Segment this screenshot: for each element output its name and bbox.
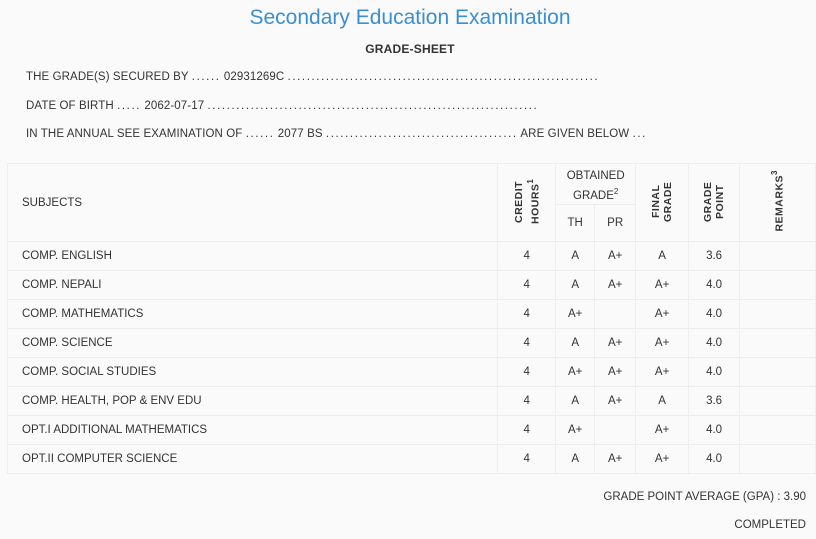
grade-point-cell: 4.0 [688, 357, 741, 387]
th-grade-cell: A+ [555, 357, 596, 387]
table-row: COMP. ENGLISH 4 A A+ A 3.6 [6, 241, 816, 271]
table-row: COMP. HEALTH, POP & ENV EDU 4 A A+ A 3.6 [6, 386, 816, 416]
exam-label: IN THE ANNUAL SEE EXAMINATION OF [26, 128, 243, 140]
header-obtained-grade: OBTAINED GRADE2 [555, 163, 637, 205]
result-status: COMPLETED [734, 519, 806, 531]
header-final-grade: FINAL GRADE [635, 163, 690, 242]
subject-cell: COMP. ENGLISH [6, 241, 499, 271]
subject-cell: COMP. SOCIAL STUDIES [6, 357, 499, 387]
credit-cell: 4 [497, 270, 557, 300]
header-pr: PR [594, 204, 637, 242]
credit-cell: 4 [497, 241, 557, 271]
grade-point-cell: 3.6 [688, 241, 741, 271]
remarks-cell [739, 241, 816, 271]
subject-cell: COMP. NEPALI [6, 270, 499, 300]
th-grade-cell: A [555, 328, 596, 358]
credit-cell: 4 [497, 415, 557, 445]
remarks-cell [739, 299, 816, 329]
remarks-cell [739, 386, 816, 416]
remarks-cell [739, 357, 816, 387]
final-grade-cell: A [635, 241, 690, 271]
pr-grade-cell: A+ [594, 357, 637, 387]
remarks-cell [739, 415, 816, 445]
table-row: COMP. MATHEMATICS 4 A+ A+ 4.0 [6, 299, 816, 329]
exam-title: Secondary Education Examination [249, 6, 571, 29]
secured-by-line: THE GRADE(S) SECURED BY ...... 02931269C… [26, 71, 600, 83]
grade-point-cell: 4.0 [688, 415, 741, 445]
dob-line: DATE OF BIRTH ..... 2062-07-17 .........… [26, 100, 539, 112]
subject-cell: OPT.II COMPUTER SCIENCE [6, 444, 499, 474]
grade-point-cell: 4.0 [688, 444, 741, 474]
table-row: OPT.I ADDITIONAL MATHEMATICS 4 A+ A+ 4.0 [6, 415, 816, 445]
remarks-cell [739, 328, 816, 358]
dob-value: 2062-07-17 [144, 100, 205, 112]
credit-cell: 4 [497, 386, 557, 416]
pr-grade-cell: A+ [594, 386, 637, 416]
th-grade-cell: A [555, 241, 596, 271]
credit-cell: 4 [497, 444, 557, 474]
subject-cell: COMP. SCIENCE [6, 328, 499, 358]
header-subjects: SUBJECTS [6, 163, 499, 242]
credit-cell: 4 [497, 328, 557, 358]
final-grade-cell: A+ [635, 444, 690, 474]
grade-point-cell: 4.0 [688, 299, 741, 329]
secured-by-label: THE GRADE(S) SECURED BY [26, 71, 189, 83]
exam-value: 2077 BS [277, 128, 323, 140]
credit-cell: 4 [497, 299, 557, 329]
header-remarks: REMARKS3 [739, 163, 816, 242]
exam-line: IN THE ANNUAL SEE EXAMINATION OF ...... … [26, 128, 647, 140]
grade-point-cell: 3.6 [688, 386, 741, 416]
grade-table: SUBJECTS CREDIT HOURS1 OBTAINED GRADE2 F… [6, 163, 816, 474]
pr-grade-cell: A+ [594, 444, 637, 474]
grade-point-cell: 4.0 [688, 328, 741, 358]
th-grade-cell: A [555, 444, 596, 474]
remarks-cell [739, 444, 816, 474]
final-grade-cell: A+ [635, 415, 690, 445]
subject-cell: COMP. MATHEMATICS [6, 299, 499, 329]
table-row: OPT.II COMPUTER SCIENCE 4 A A+ A+ 4.0 [6, 444, 816, 474]
pr-grade-cell: A+ [594, 328, 637, 358]
subject-cell: OPT.I ADDITIONAL MATHEMATICS [6, 415, 499, 445]
final-grade-cell: A+ [635, 328, 690, 358]
table-row: COMP. SOCIAL STUDIES 4 A+ A+ A+ 4.0 [6, 357, 816, 387]
header-credit-hours: CREDIT HOURS1 [497, 163, 557, 242]
credit-cell: 4 [497, 357, 557, 387]
th-grade-cell: A+ [555, 299, 596, 329]
subject-cell: COMP. HEALTH, POP & ENV EDU [6, 386, 499, 416]
header-th: TH [555, 204, 596, 242]
grade-sheet-heading: GRADE-SHEET [365, 42, 455, 56]
final-grade-cell: A+ [635, 270, 690, 300]
exam-suffix: ARE GIVEN BELOW [520, 128, 630, 140]
final-grade-cell: A+ [635, 357, 690, 387]
dob-label: DATE OF BIRTH [26, 100, 114, 112]
remarks-cell [739, 270, 816, 300]
th-grade-cell: A+ [555, 415, 596, 445]
th-grade-cell: A [555, 386, 596, 416]
table-row: COMP. SCIENCE 4 A A+ A+ 4.0 [6, 328, 816, 358]
grade-point-cell: 4.0 [688, 270, 741, 300]
gpa-summary: GRADE POINT AVERAGE (GPA) : 3.90 [603, 491, 806, 503]
final-grade-cell: A+ [635, 299, 690, 329]
pr-grade-cell [594, 415, 637, 445]
final-grade-cell: A [635, 386, 690, 416]
pr-grade-cell: A+ [594, 241, 637, 271]
table-row: COMP. NEPALI 4 A A+ A+ 4.0 [6, 270, 816, 300]
secured-by-value: 02931269C [223, 71, 285, 83]
pr-grade-cell [594, 299, 637, 329]
th-grade-cell: A [555, 270, 596, 300]
pr-grade-cell: A+ [594, 270, 637, 300]
header-grade-point: GRADE POINT [688, 163, 741, 242]
